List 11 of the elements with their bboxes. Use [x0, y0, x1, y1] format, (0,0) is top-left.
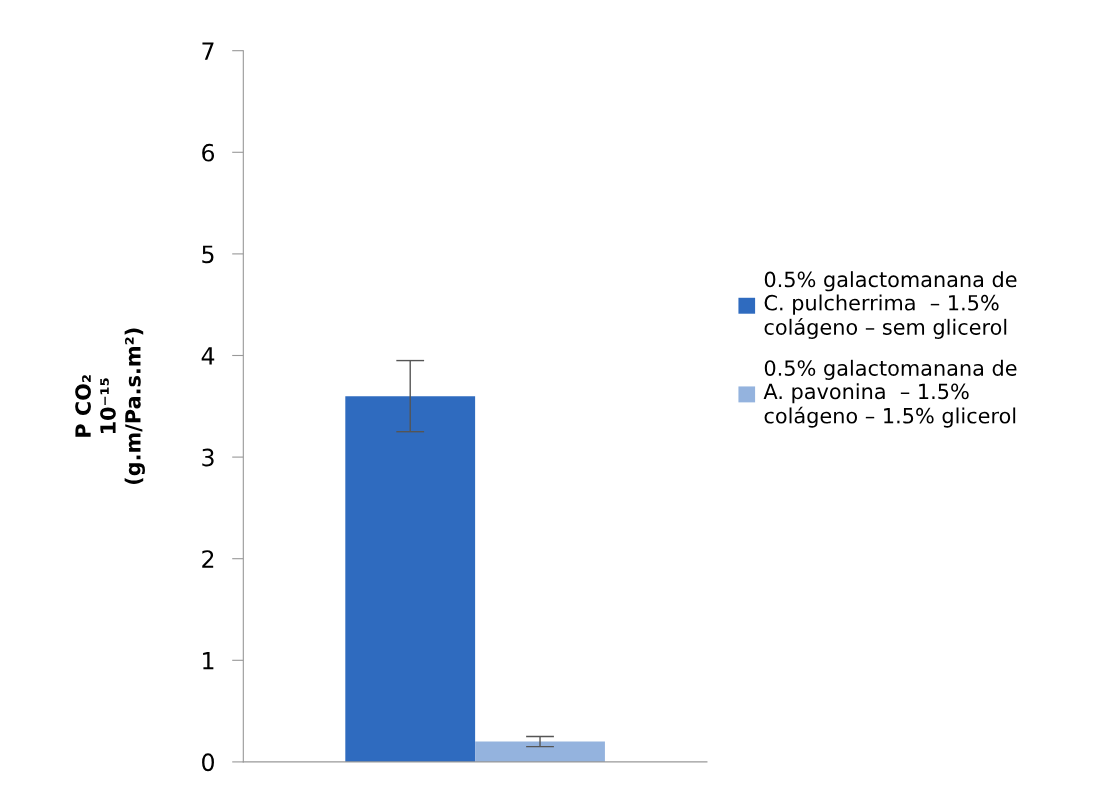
y-tick-label: 4	[201, 347, 215, 365]
legend-label: 0.5% galactomanana de A. pavonina – 1.5% colágeno – 1.5% glicerol	[763, 359, 1017, 428]
y-tick-label: 6	[202, 143, 215, 162]
y-tick-label: 0	[202, 753, 214, 772]
y-tick-label: 5	[202, 245, 214, 264]
y-axis-title: P CO₂ 10⁻¹⁵ (g.m/Pa.s.m²)	[75, 328, 145, 485]
y-tick-label: 3	[202, 448, 214, 467]
legend-label: 0.5% galactomanana de C. pulcherrima – 1.5% colágeno – sem glicerol	[764, 271, 1017, 339]
y-tick-label: 1	[203, 652, 214, 670]
y-tick-label: 2	[202, 550, 214, 568]
y-tick-label: 7	[202, 42, 214, 60]
